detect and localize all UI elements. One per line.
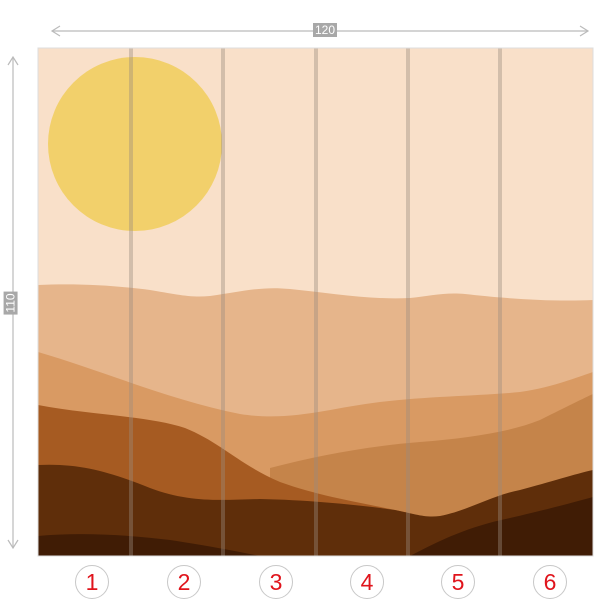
height-label: 110	[3, 291, 18, 315]
dune-layer-5	[38, 464, 593, 556]
dune-layer-6	[38, 497, 593, 556]
panel-seams	[129, 48, 502, 556]
sun	[48, 57, 222, 231]
width-label: 120	[313, 23, 338, 37]
panel-number-3: 3	[259, 565, 293, 599]
panel-number-1: 1	[75, 565, 109, 599]
panel-number-2: 2	[167, 565, 201, 599]
panel-number-4: 4	[350, 565, 384, 599]
panel-number-5: 5	[441, 565, 475, 599]
panel-number-6: 6	[533, 565, 567, 599]
